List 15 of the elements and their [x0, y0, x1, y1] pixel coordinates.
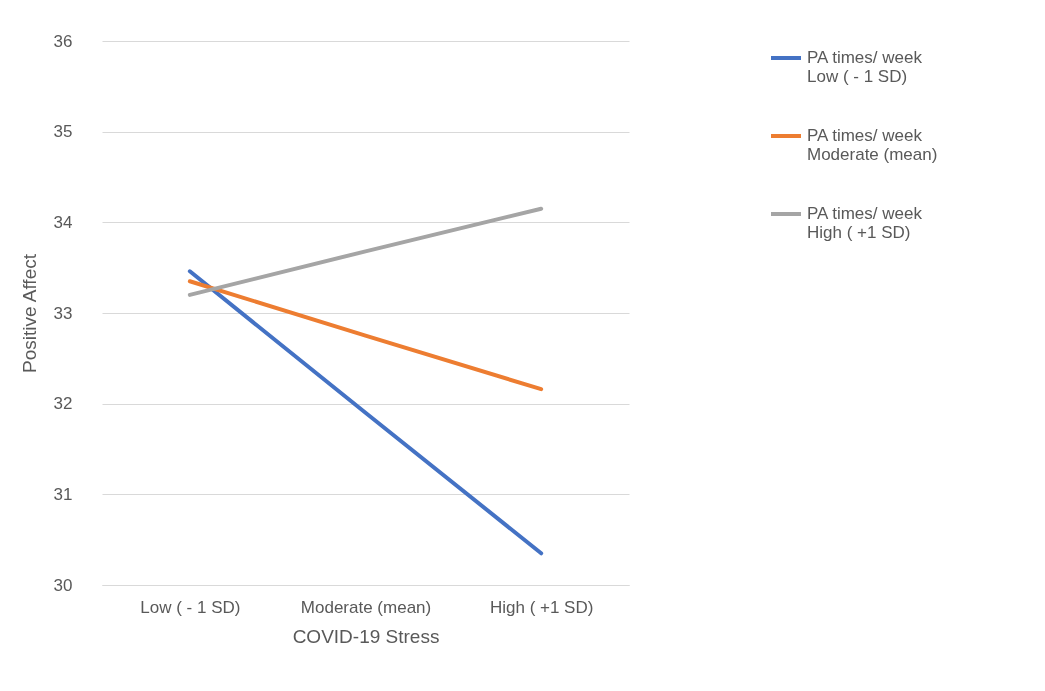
- y-tick-label: 31: [53, 484, 73, 504]
- x-tick-label: Low ( - 1 SD): [140, 597, 241, 617]
- y-tick-label: 32: [53, 394, 73, 414]
- x-tick-label: Moderate (mean): [300, 597, 432, 617]
- y-tick-label: 30: [53, 575, 73, 595]
- y-tick-label: 34: [53, 212, 73, 232]
- y-tick-label: 33: [53, 303, 73, 323]
- y-tick-label: 36: [53, 31, 73, 51]
- legend-label: PA times/ week Low ( - 1 SD): [807, 48, 923, 86]
- y-tick-label: 35: [53, 122, 73, 142]
- legend-label: PA times/ week High ( +1 SD): [807, 204, 923, 242]
- x-axis-title: COVID-19 Stress: [292, 625, 440, 647]
- y-axis-title: Positive Affect: [18, 253, 40, 373]
- legend-label: PA times/ week Moderate (mean): [807, 126, 938, 164]
- x-tick-label: High ( +1 SD): [489, 597, 594, 617]
